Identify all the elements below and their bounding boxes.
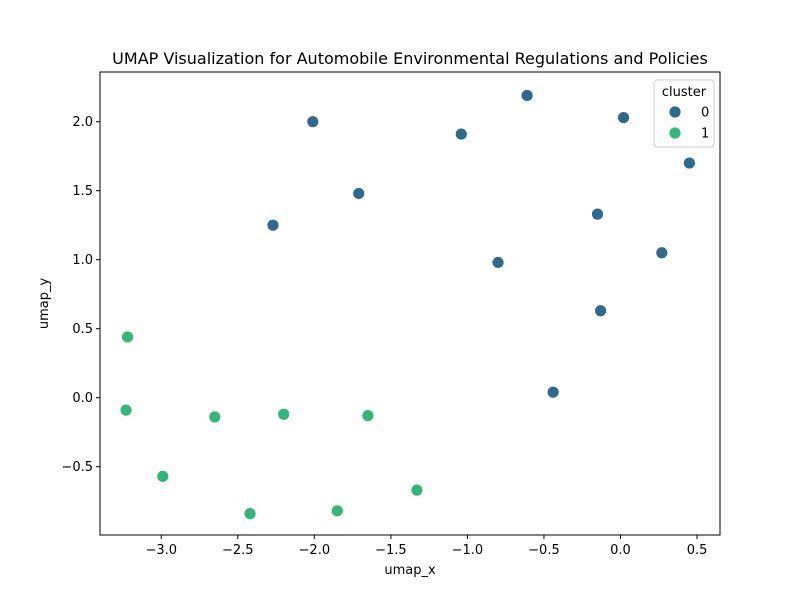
x-tick-label: 0.5	[687, 543, 708, 558]
y-axis-ticks: −0.5 0.0 0.5 1.0 1.5 2.0	[61, 115, 100, 475]
legend-title: cluster	[662, 85, 707, 100]
legend-label-cluster-0: 0	[701, 106, 709, 121]
data-points	[119, 89, 696, 521]
legend: cluster 0 1	[653, 79, 715, 148]
x-tick-label: −3.0	[145, 543, 177, 558]
x-tick-label: 0.0	[610, 543, 631, 558]
scatter-point-cluster-0	[352, 187, 366, 200]
scatter-point-cluster-1	[243, 507, 257, 521]
legend-marker-cluster-0	[668, 105, 682, 119]
y-tick-label: 1.5	[72, 184, 93, 199]
scatter-point-cluster-0	[591, 207, 604, 221]
scatter-point-cluster-1	[410, 483, 424, 497]
scatter-point-cluster-0	[306, 115, 320, 129]
legend-box	[653, 79, 715, 148]
scatter-point-cluster-1	[361, 409, 375, 423]
scatter-point-cluster-1	[330, 504, 344, 518]
x-tick-label: −0.5	[528, 543, 560, 558]
plot-frame	[99, 71, 721, 536]
scatter-point-cluster-1	[119, 403, 133, 417]
scatter-point-cluster-1	[277, 407, 291, 421]
scatter-point-cluster-0	[520, 89, 534, 102]
chart-title: UMAP Visualization for Automobile Enviro…	[112, 49, 708, 68]
scatter-point-cluster-0	[594, 304, 607, 318]
scatter-point-cluster-0	[655, 246, 669, 260]
x-axis-ticks: −3.0 −2.5 −2.0 −1.5 −1.0 −0.5 0.0 0.5	[145, 535, 707, 558]
legend-marker-cluster-1	[668, 126, 682, 140]
y-tick-label: 1.0	[72, 253, 93, 268]
y-tick-label: 0.5	[72, 322, 93, 337]
scatter-point-cluster-0	[491, 256, 505, 269]
scatter-point-cluster-1	[208, 410, 222, 424]
x-axis-label: umap_x	[384, 563, 436, 578]
x-tick-label: −2.5	[222, 543, 254, 558]
x-tick-label: −1.0	[452, 543, 484, 558]
y-tick-label: 0.0	[72, 391, 93, 406]
y-axis-label: umap_y	[37, 278, 52, 330]
scatter-point-cluster-0	[266, 218, 280, 232]
scatter-point-cluster-1	[156, 469, 170, 483]
y-tick-label: −0.5	[61, 460, 93, 475]
y-tick-label: 2.0	[72, 115, 93, 130]
legend-label-cluster-1: 1	[701, 127, 709, 142]
scatter-point-cluster-0	[546, 385, 560, 399]
x-tick-label: −2.0	[299, 543, 331, 558]
scatter-point-cluster-0	[682, 156, 696, 170]
scatter-point-cluster-0	[617, 111, 630, 124]
scatter-point-cluster-1	[121, 330, 134, 344]
x-tick-label: −1.5	[375, 543, 407, 558]
scatter-point-cluster-0	[454, 127, 468, 141]
